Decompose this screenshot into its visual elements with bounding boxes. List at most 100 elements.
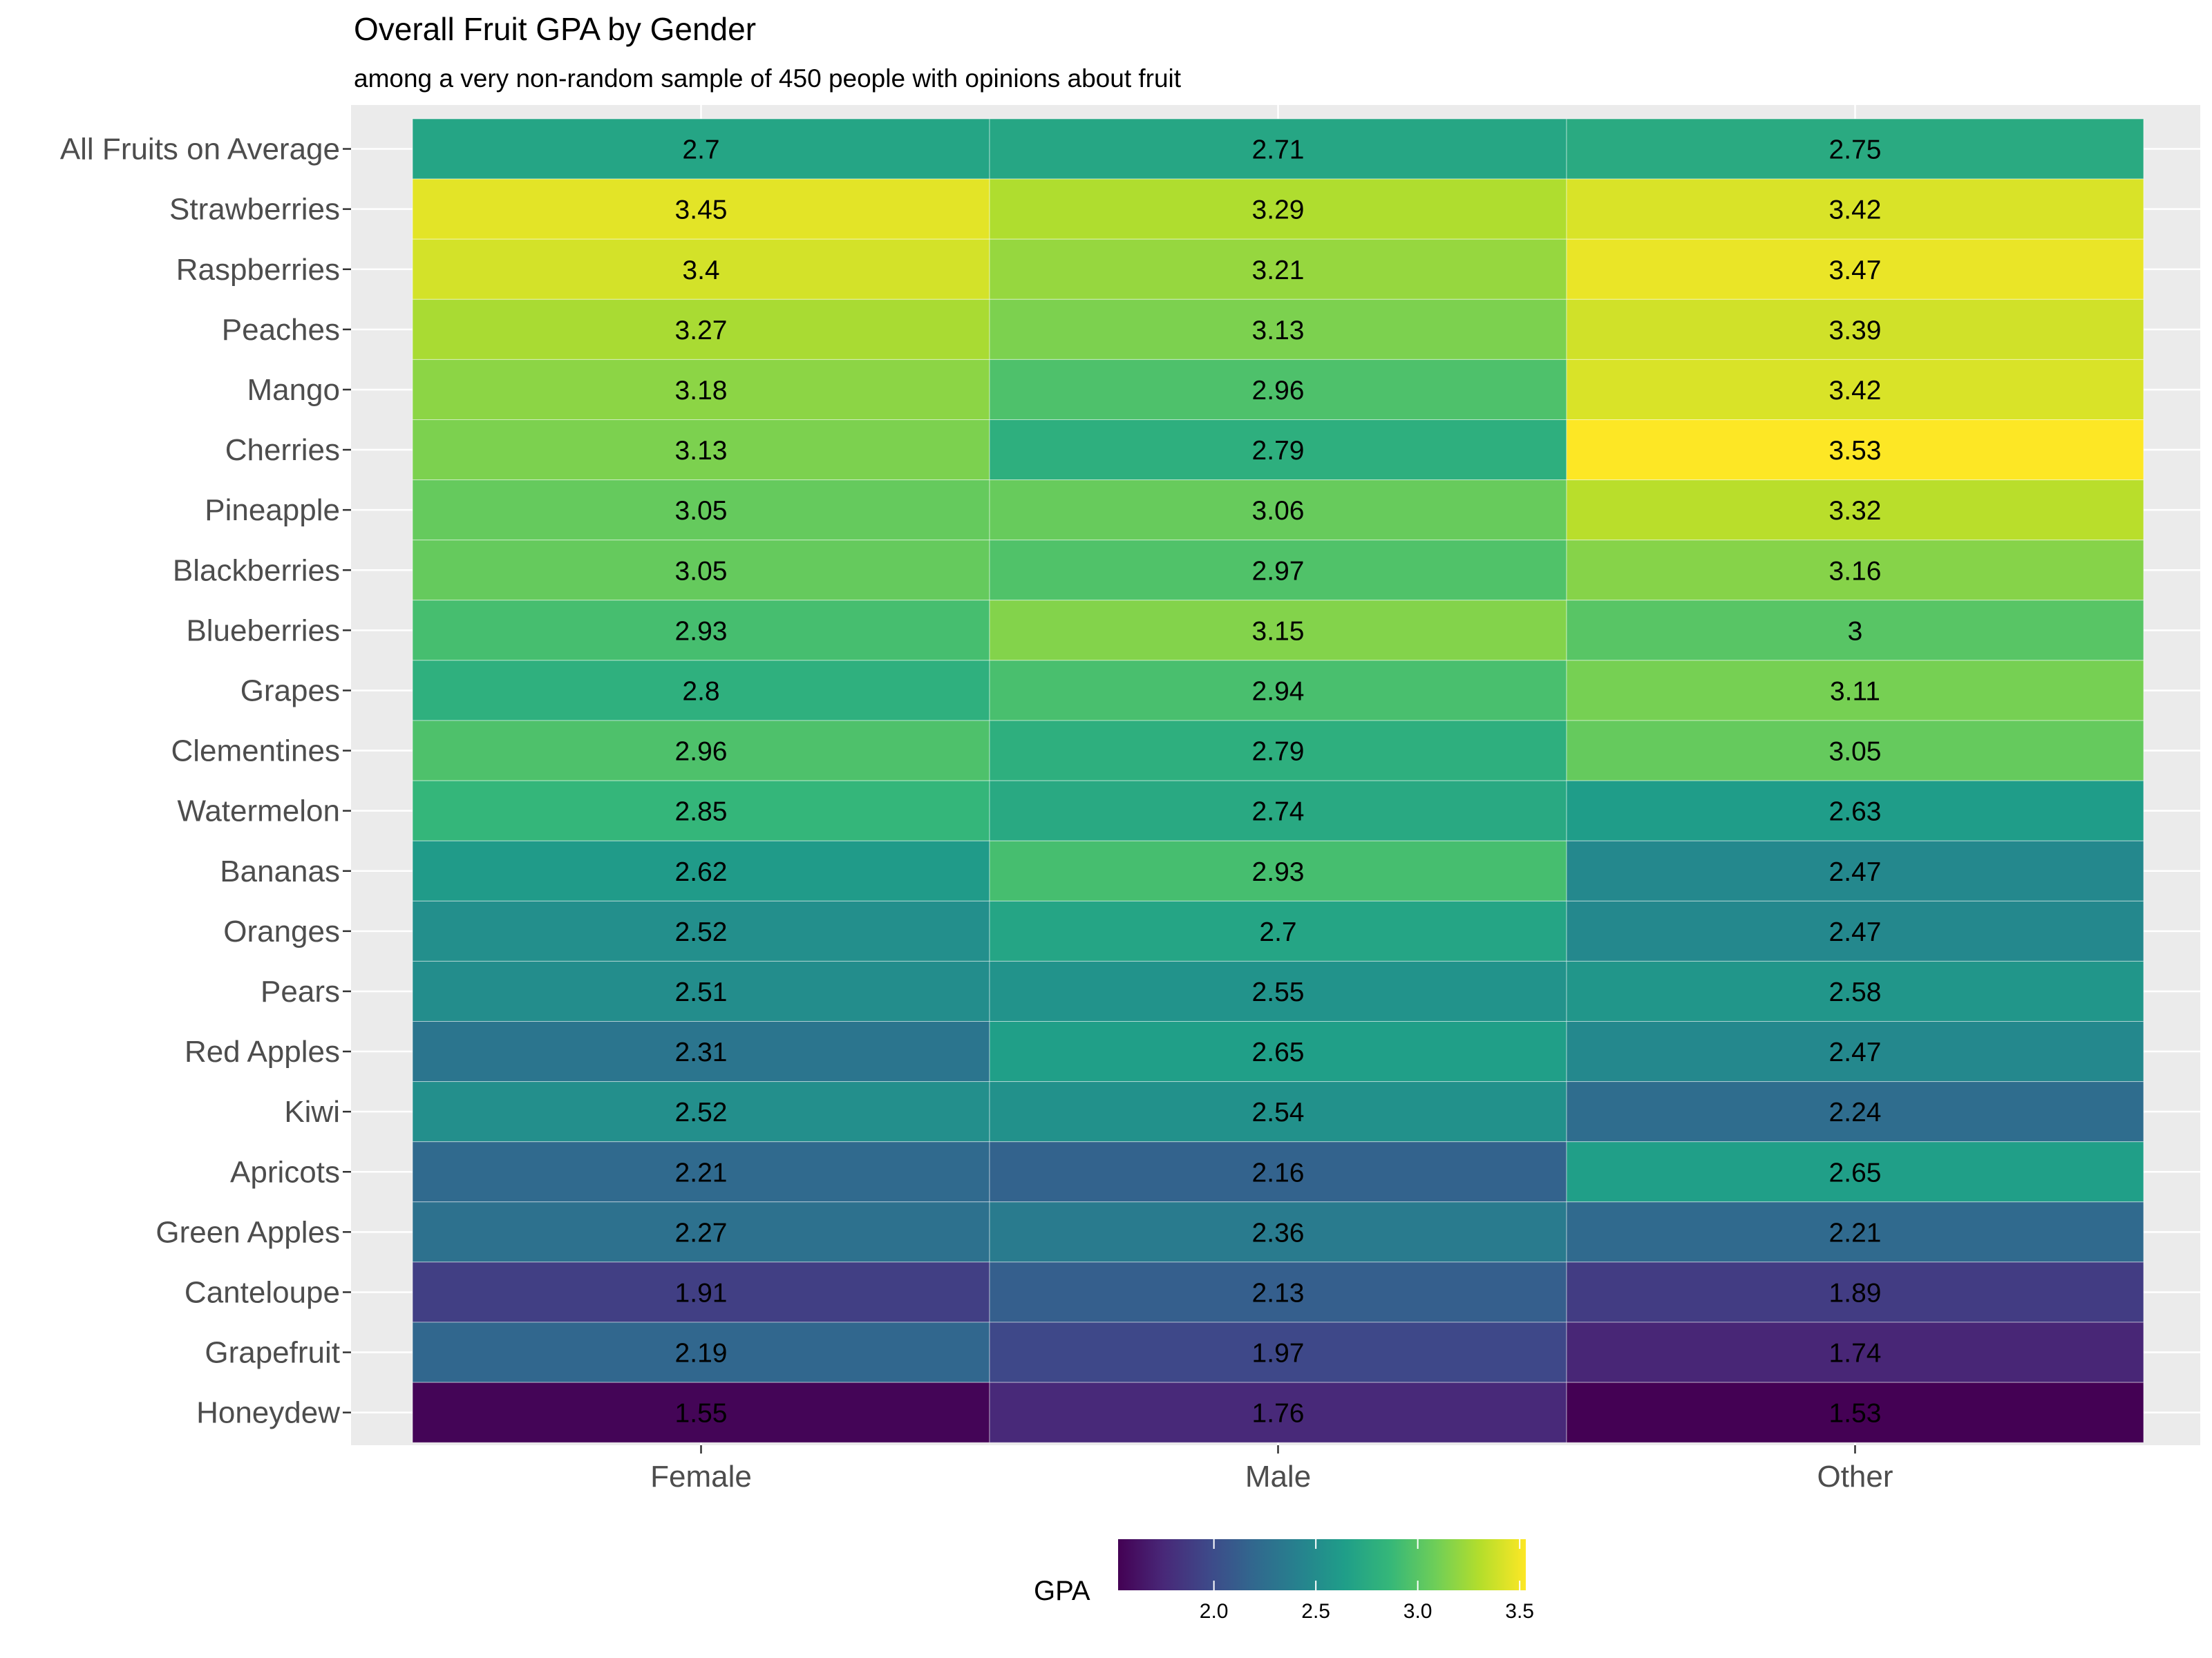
cell-label-all-fruits-on-average-male: 2.71 bbox=[1252, 135, 1305, 165]
cell-label-raspberries-male: 3.21 bbox=[1252, 256, 1305, 285]
ytick-label-grapes: Grapes bbox=[240, 674, 340, 707]
cell-label-pineapple-male: 3.06 bbox=[1252, 496, 1305, 526]
cell-honeydew-female bbox=[412, 1382, 990, 1443]
ytick-label-strawberries: Strawberries bbox=[169, 193, 340, 227]
cell-label-mango-male: 2.96 bbox=[1252, 376, 1305, 406]
cell-label-honeydew-other: 1.53 bbox=[1829, 1399, 1882, 1429]
legend-title: GPA bbox=[1034, 1576, 1090, 1606]
ytick-label-bananas: Bananas bbox=[220, 855, 340, 888]
ytick-label-all-fruits-on-average: All Fruits on Average bbox=[60, 133, 340, 166]
cell-label-apricots-other: 2.65 bbox=[1829, 1158, 1882, 1188]
cell-kiwi-other bbox=[1566, 1081, 2144, 1143]
cell-mango-male bbox=[989, 359, 1567, 421]
cell-label-kiwi-male: 2.54 bbox=[1252, 1098, 1305, 1127]
cell-blackberries-male bbox=[989, 540, 1567, 601]
cell-label-grapefruit-other: 1.74 bbox=[1829, 1339, 1882, 1369]
ytick-label-pineapple: Pineapple bbox=[205, 493, 340, 527]
cell-raspberries-female bbox=[412, 238, 990, 300]
cell-label-pears-other: 2.58 bbox=[1829, 978, 1882, 1007]
cell-label-strawberries-other: 3.42 bbox=[1829, 196, 1882, 225]
cell-label-clementines-other: 3.05 bbox=[1829, 737, 1882, 767]
cell-label-peaches-female: 3.27 bbox=[675, 316, 728, 345]
cell-label-blueberries-female: 2.93 bbox=[675, 616, 728, 646]
cell-green-apples-other bbox=[1566, 1201, 2144, 1263]
cell-watermelon-male bbox=[989, 780, 1567, 841]
color-legend: GPA 2.0 2.5 3.0 3.5 bbox=[1034, 1539, 1534, 1623]
cell-label-pineapple-female: 3.05 bbox=[675, 496, 728, 526]
cell-label-green-apples-female: 2.27 bbox=[675, 1218, 728, 1248]
cell-watermelon-other bbox=[1566, 780, 2144, 841]
cell-label-apricots-male: 2.16 bbox=[1252, 1158, 1305, 1188]
ytick-label-honeydew: Honeydew bbox=[196, 1396, 340, 1430]
chart-title: Overall Fruit GPA by Gender bbox=[354, 11, 756, 47]
legend-tick-label-0: 2.0 bbox=[1200, 1600, 1229, 1623]
cell-label-peaches-male: 3.13 bbox=[1252, 316, 1305, 345]
cell-grapes-other bbox=[1566, 660, 2144, 721]
heatmap-cells bbox=[412, 118, 2144, 1443]
cell-oranges-female bbox=[412, 900, 990, 962]
cell-label-kiwi-other: 2.24 bbox=[1829, 1098, 1882, 1127]
cell-kiwi-female bbox=[412, 1081, 990, 1143]
cell-label-all-fruits-on-average-female: 2.7 bbox=[682, 135, 719, 165]
cell-peaches-female bbox=[412, 298, 990, 360]
cell-label-clementines-male: 2.79 bbox=[1252, 737, 1305, 767]
ytick-label-kiwi: Kiwi bbox=[284, 1095, 340, 1129]
cell-label-clementines-female: 2.96 bbox=[675, 737, 728, 767]
cell-mango-other bbox=[1566, 359, 2144, 421]
cell-label-red-apples-other: 2.47 bbox=[1829, 1038, 1882, 1067]
cell-canteloupe-female bbox=[412, 1261, 990, 1323]
cell-strawberries-other bbox=[1566, 178, 2144, 240]
cell-label-blackberries-other: 3.16 bbox=[1829, 556, 1882, 586]
cell-honeydew-other bbox=[1566, 1382, 2144, 1443]
cell-oranges-other bbox=[1566, 900, 2144, 962]
x-axis-ticks: Female Male Other bbox=[650, 1445, 1893, 1494]
cell-oranges-male bbox=[989, 900, 1567, 962]
cell-label-pears-female: 2.51 bbox=[675, 978, 728, 1007]
cell-label-oranges-other: 2.47 bbox=[1829, 917, 1882, 947]
cell-label-watermelon-male: 2.74 bbox=[1252, 797, 1305, 827]
cell-label-grapes-female: 2.8 bbox=[682, 676, 719, 706]
legend-tick-label-2: 3.0 bbox=[1403, 1600, 1433, 1623]
cell-canteloupe-male bbox=[989, 1261, 1567, 1323]
cell-label-raspberries-other: 3.47 bbox=[1829, 256, 1882, 285]
ytick-label-cherries: Cherries bbox=[225, 433, 340, 467]
cell-label-cherries-other: 3.53 bbox=[1829, 436, 1882, 466]
cell-label-canteloupe-female: 1.91 bbox=[675, 1278, 728, 1308]
cell-label-kiwi-female: 2.52 bbox=[675, 1098, 728, 1127]
ytick-label-peaches: Peaches bbox=[222, 313, 340, 347]
cell-label-apricots-female: 2.21 bbox=[675, 1158, 728, 1188]
cell-bananas-other bbox=[1566, 840, 2144, 902]
ytick-label-watermelon: Watermelon bbox=[177, 794, 340, 828]
cell-label-strawberries-female: 3.45 bbox=[675, 196, 728, 225]
cell-cherries-female bbox=[412, 419, 990, 481]
cell-strawberries-male bbox=[989, 178, 1567, 240]
cell-label-mango-other: 3.42 bbox=[1829, 376, 1882, 406]
cell-clementines-female bbox=[412, 720, 990, 781]
cell-label-red-apples-female: 2.31 bbox=[675, 1038, 728, 1067]
cell-label-strawberries-male: 3.29 bbox=[1252, 196, 1305, 225]
y-axis-ticks: All Fruits on Average Strawberries Raspber… bbox=[60, 133, 351, 1430]
cell-canteloupe-other bbox=[1566, 1261, 2144, 1323]
ytick-label-apricots: Apricots bbox=[230, 1155, 340, 1189]
ytick-label-canteloupe: Canteloupe bbox=[185, 1275, 340, 1309]
cell-raspberries-male bbox=[989, 238, 1567, 300]
cell-label-oranges-female: 2.52 bbox=[675, 917, 728, 947]
ytick-label-clementines: Clementines bbox=[171, 734, 340, 768]
cell-label-grapes-male: 2.94 bbox=[1252, 676, 1305, 706]
cell-label-blackberries-female: 3.05 bbox=[675, 556, 728, 586]
cell-label-red-apples-male: 2.65 bbox=[1252, 1038, 1305, 1067]
ytick-label-blueberries: Blueberries bbox=[186, 613, 340, 647]
cell-cherries-other bbox=[1566, 419, 2144, 481]
cell-peaches-male bbox=[989, 298, 1567, 360]
cell-red-apples-male bbox=[989, 1021, 1567, 1083]
ytick-label-raspberries: Raspberries bbox=[176, 253, 340, 287]
cell-blackberries-female bbox=[412, 540, 990, 601]
cell-label-watermelon-other: 2.63 bbox=[1829, 797, 1882, 827]
ytick-label-mango: Mango bbox=[247, 373, 340, 407]
cell-label-raspberries-female: 3.4 bbox=[682, 256, 719, 285]
cell-label-mango-female: 3.18 bbox=[675, 376, 728, 406]
legend-colorbar bbox=[1118, 1539, 1526, 1590]
cell-label-blueberries-male: 3.15 bbox=[1252, 616, 1305, 646]
cell-pineapple-female bbox=[412, 479, 990, 541]
